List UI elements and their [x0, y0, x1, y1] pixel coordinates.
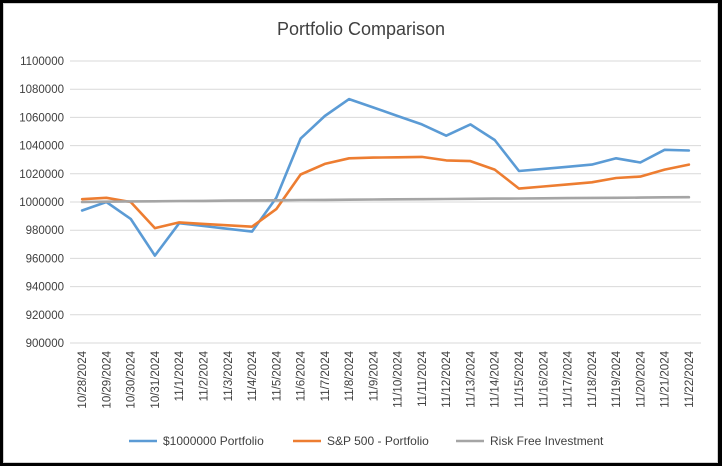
- x-tick-label: 11/3/2024: [223, 350, 235, 401]
- x-tick-label: 10/28/2024: [77, 350, 89, 408]
- x-tick-label: 11/1/2024: [174, 350, 186, 401]
- x-tick-label: 11/19/2024: [611, 350, 623, 407]
- x-tick-label: 11/15/2024: [514, 350, 526, 407]
- y-tick-label: 1000000: [19, 197, 64, 209]
- chart-frame: Portfolio Comparison 900000 920000 940000 9…: [3, 3, 718, 463]
- x-tick-label: 10/30/2024: [126, 350, 138, 408]
- series-line-3: [80, 195, 691, 204]
- legend-label-1: $1000000 Portfolio: [163, 434, 264, 448]
- x-tick-label: 11/16/2024: [538, 350, 550, 407]
- series-lines: [80, 97, 691, 257]
- y-tick-label: 1020000: [19, 169, 64, 181]
- chart-title: Portfolio Comparison: [277, 19, 445, 39]
- x-tick-label: 11/18/2024: [587, 350, 599, 407]
- y-tick-label: 1080000: [19, 84, 64, 96]
- x-tick-label: 10/29/2024: [101, 350, 113, 408]
- portfolio-line-chart: Portfolio Comparison 9000009200009400009…: [19, 19, 701, 448]
- x-tick-label: 11/10/2024: [393, 350, 405, 407]
- y-tick-label: 920000: [26, 310, 64, 322]
- y-tick-label: 980000: [26, 225, 64, 237]
- x-tick-label: 11/7/2024: [320, 350, 332, 401]
- x-tick-label: 11/2/2024: [198, 350, 210, 401]
- x-tick-label: 11/14/2024: [490, 350, 502, 407]
- x-tick-label: 11/17/2024: [563, 350, 575, 407]
- y-tick-label: 1060000: [19, 112, 64, 124]
- y-axis-ticks: 900000 920000 940000 960000 980000 1000000 102…: [19, 56, 64, 350]
- y-tick-label: 960000: [26, 253, 64, 265]
- y-tick-label: 1100000: [20, 56, 64, 68]
- x-tick-label: 11/6/2024: [296, 350, 308, 401]
- x-tick-label: 11/8/2024: [344, 350, 356, 401]
- x-tick-label: 11/13/2024: [465, 350, 477, 407]
- x-tick-label: 11/11/2024: [417, 350, 429, 406]
- x-tick-label: 11/21/2024: [660, 350, 672, 407]
- x-tick-label: 11/9/2024: [368, 350, 380, 401]
- x-tick-label: 11/22/2024: [684, 350, 696, 407]
- legend: $1000000 Portfolio S&P 500 - Portfolio Ris…: [129, 434, 604, 448]
- y-tick-label: 940000: [26, 282, 64, 294]
- legend-label-2: S&P 500 - Portfolio: [327, 434, 429, 448]
- x-tick-label: 11/5/2024: [271, 350, 283, 401]
- y-tick-label: 900000: [26, 338, 64, 350]
- x-tick-label: 11/12/2024: [441, 350, 453, 407]
- series-line-1: [80, 97, 691, 257]
- x-tick-label: 10/31/2024: [150, 350, 162, 408]
- x-tick-label: 11/4/2024: [247, 350, 259, 401]
- series-line-2: [80, 155, 691, 230]
- x-tick-label: 11/20/2024: [635, 350, 647, 407]
- legend-label-3: Risk Free Investment: [490, 434, 604, 448]
- y-tick-label: 1040000: [19, 141, 64, 153]
- x-axis-ticks: 10/28/2024 10/29/2024 10/30/2024 10/31/2024…: [77, 350, 696, 408]
